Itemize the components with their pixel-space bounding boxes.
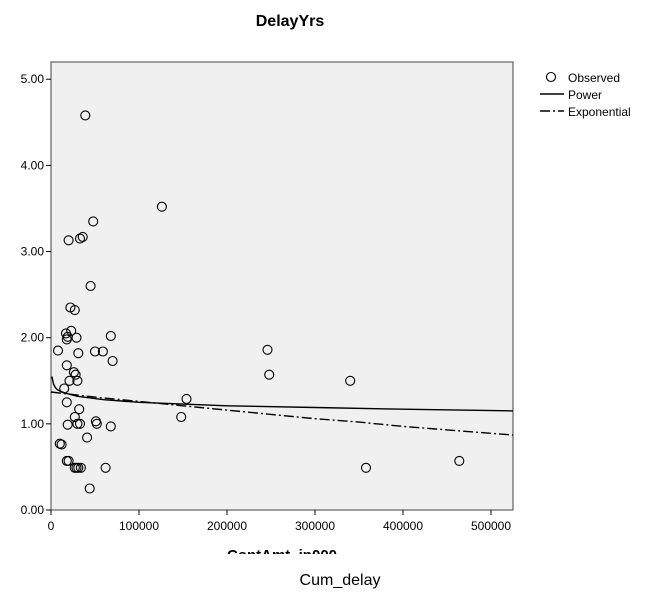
observed-point [85,280,96,292]
observed-point [63,235,74,246]
observed-point [454,455,465,466]
observed-point [360,462,372,473]
observed-point [68,367,79,378]
legend-marker-observed [545,71,557,83]
legend: Observed Power Exponential [540,71,631,119]
observed-point [62,419,73,430]
x-tick-label: 500000 [471,519,511,533]
y-tick-label: 5.00 [21,72,45,86]
observed-point [70,369,81,380]
x-axis-label: Cum_delay [300,572,381,589]
observed-point [61,334,72,345]
observed-point [64,375,75,386]
observed-point [100,462,111,473]
observed-point [66,325,77,336]
y-axis: 0.00 1.00 2.00 3.00 4.00 5.00 [21,72,51,517]
legend-label: Power [568,88,602,102]
observed-point [345,375,356,386]
legend-label: Observed [568,71,620,85]
y-tick-label: 0.00 [21,503,45,517]
observed-point [80,110,91,121]
observed-point [74,404,85,415]
observed-point [74,233,86,244]
observed-point [82,432,93,443]
observed-point [91,418,102,429]
observed-point [69,411,80,423]
x-axis-label-clipped: ContAmt_in000 [227,547,337,564]
y-tick-label: 3.00 [21,245,45,259]
observed-point [63,455,74,466]
series-line-power [51,376,514,412]
x-tick-label: 300000 [295,519,335,533]
observed-point [72,375,83,386]
x-tick-label: 100000 [119,519,159,533]
observed-point [88,216,99,227]
observed-point [73,348,84,359]
observed-point [84,483,95,494]
series-layer [50,110,514,494]
observed-point [52,345,64,356]
observed-point [71,332,82,343]
observed-point [176,411,187,423]
x-tick-label: 0 [48,519,55,533]
observed-point [264,369,275,380]
observed-point [107,355,118,367]
observed-point [77,231,88,242]
observed-point [56,439,67,450]
observed-point [181,393,192,404]
x-tick-label: 200000 [207,519,247,533]
observed-point [105,330,116,342]
observed-point [75,462,86,473]
y-tick-label: 2.00 [21,331,45,345]
observed-point [61,360,72,371]
observed-point [97,346,108,357]
x-tick-label: 400000 [383,519,423,533]
observed-point [69,305,80,316]
chart-title: DelayYrs [256,13,325,30]
observed-point [61,397,72,408]
observed-point [262,344,273,355]
observed-point [72,418,83,429]
y-tick-label: 1.00 [21,417,45,431]
observed-point [74,418,86,429]
plot-area [50,61,514,511]
observed-point [89,346,101,357]
observed-point [73,462,84,473]
y-tick-label: 4.00 [21,158,45,172]
x-axis: 0 100000 200000 300000 400000 500000 [48,510,511,533]
observed-point [156,201,167,212]
series-line-exponential [50,391,514,436]
legend-label: Exponential [568,105,631,119]
observed-point [105,421,116,432]
